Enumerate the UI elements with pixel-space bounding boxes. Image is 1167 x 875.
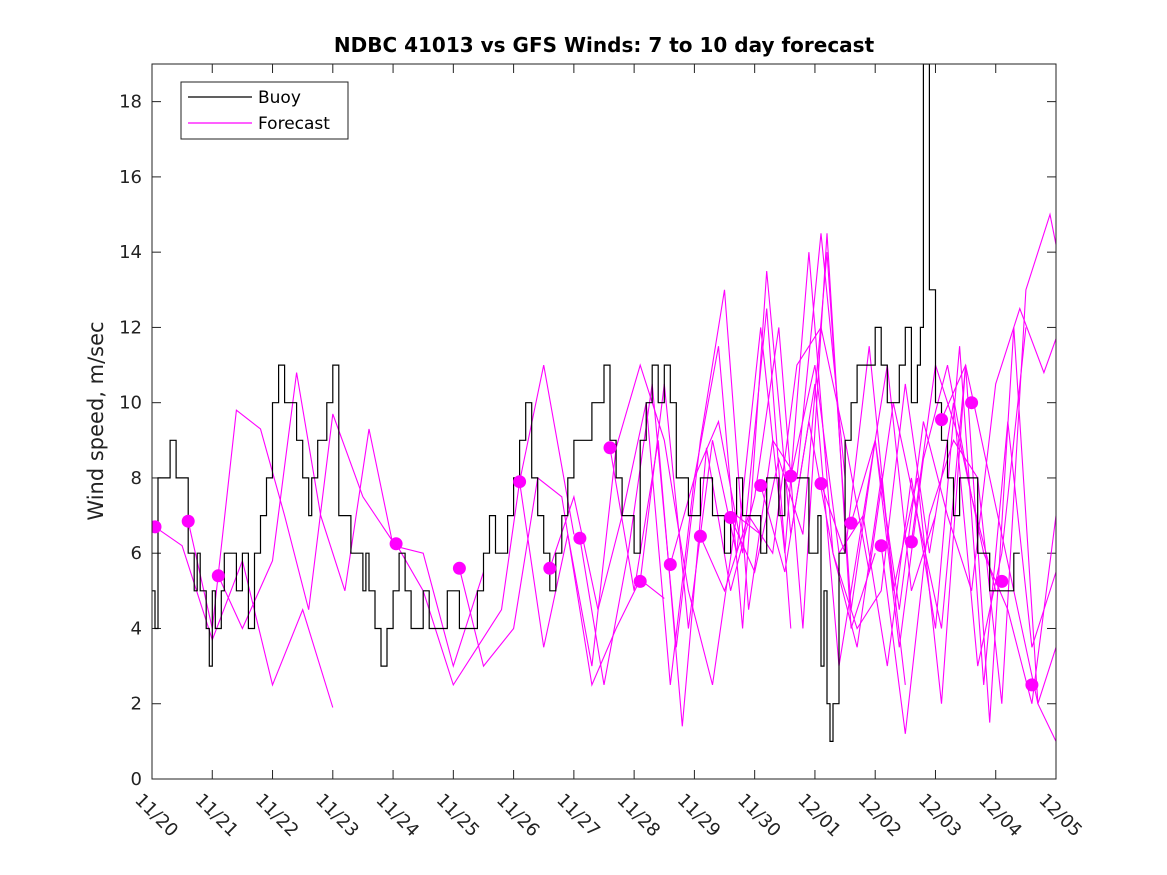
y-tick-label: 8 bbox=[131, 468, 142, 489]
forecast-marker bbox=[724, 511, 738, 524]
forecast-marker bbox=[603, 441, 617, 455]
forecast-line bbox=[458, 476, 665, 687]
forecast-line bbox=[940, 363, 1056, 742]
forecast-marker bbox=[754, 479, 768, 492]
forecast-marker bbox=[633, 574, 647, 588]
forecast-marker bbox=[543, 561, 557, 575]
y-tick-label: 6 bbox=[131, 543, 142, 564]
y-tick-label: 4 bbox=[131, 618, 142, 639]
y-tick-label: 12 bbox=[119, 317, 142, 338]
forecast-line bbox=[639, 252, 906, 685]
forecast-marker bbox=[995, 574, 1009, 588]
forecast-marker bbox=[389, 537, 403, 551]
y-tick-label: 10 bbox=[119, 393, 142, 414]
forecast-line bbox=[217, 372, 485, 669]
series-group bbox=[152, 64, 1056, 742]
forecast-marker bbox=[935, 413, 948, 427]
forecast-marker bbox=[784, 469, 798, 483]
forecast-marker bbox=[904, 535, 918, 549]
forecast-marker bbox=[573, 531, 587, 545]
legend-buoy-label: Buoy bbox=[258, 88, 301, 108]
forecast-marker bbox=[874, 539, 888, 553]
forecast-line bbox=[760, 327, 1027, 667]
y-axis-label: Wind speed, m/sec bbox=[84, 321, 108, 520]
forecast-line bbox=[850, 306, 1056, 610]
forecast-marker bbox=[211, 569, 225, 583]
forecast-marker bbox=[1025, 678, 1039, 692]
buoy-line bbox=[152, 64, 1020, 742]
forecast-line bbox=[790, 346, 1056, 685]
forecast-line bbox=[519, 363, 762, 686]
legend-box bbox=[180, 81, 349, 140]
forecast-marker bbox=[452, 561, 466, 575]
forecast-line bbox=[579, 233, 846, 685]
y-tick-label: 18 bbox=[119, 92, 142, 113]
forecast-line bbox=[187, 409, 394, 629]
forecast-marker bbox=[152, 520, 162, 534]
y-tick-label: 14 bbox=[119, 242, 142, 263]
forecast-marker bbox=[965, 396, 979, 410]
y-tick-label: 16 bbox=[119, 167, 142, 188]
forecast-marker bbox=[844, 516, 858, 530]
forecast-marker bbox=[663, 558, 677, 571]
forecast-marker bbox=[693, 529, 707, 543]
chart-title: NDBC 41013 vs GFS Winds: 7 to 10 day for… bbox=[334, 33, 875, 57]
forecast-line bbox=[699, 325, 967, 629]
forecast-line bbox=[549, 308, 792, 685]
forecast-marker bbox=[181, 514, 195, 528]
plot-frame bbox=[151, 63, 1057, 780]
y-tick-label: 2 bbox=[131, 694, 142, 715]
forecast-marker bbox=[513, 475, 527, 489]
legend-forecast-label: Forecast bbox=[258, 114, 330, 134]
forecast-line bbox=[820, 327, 1056, 723]
legend: Buoy Forecast bbox=[180, 81, 349, 140]
forecast-line bbox=[395, 364, 575, 687]
forecast-marker bbox=[814, 477, 828, 491]
y-tick-label: 0 bbox=[131, 769, 142, 790]
